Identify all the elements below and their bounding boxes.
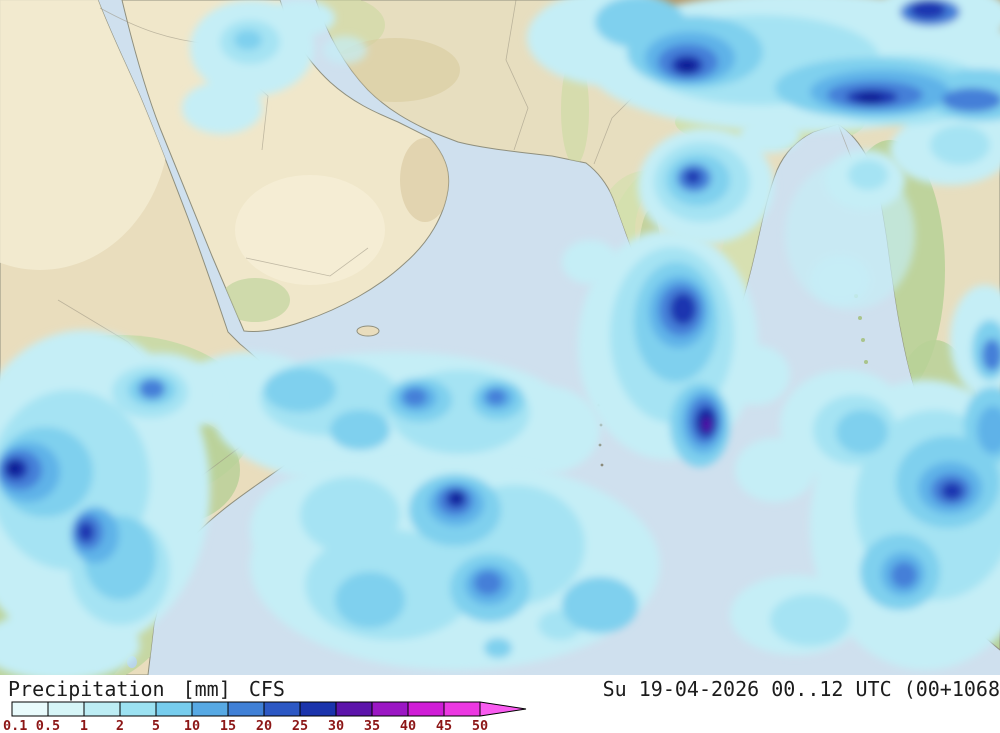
precip-bay-of-bengal <box>785 150 915 310</box>
precip-arabian-sea-band <box>180 240 618 488</box>
legend-label: 25 <box>292 718 308 733</box>
legend-swatch <box>47 701 85 717</box>
arabia-terrain <box>220 138 449 322</box>
legend-swatch <box>11 701 49 717</box>
legend-swatch <box>155 701 193 717</box>
legend-swatch <box>371 701 409 717</box>
precip-sumatra-region <box>730 285 1000 670</box>
legend-label: 0.5 <box>36 718 60 733</box>
legend-swatch <box>335 701 373 717</box>
model-name: CFS <box>248 677 285 701</box>
precip-east-africa <box>0 330 220 675</box>
legend-label: 50 <box>472 718 488 733</box>
legend-label: 10 <box>184 718 200 733</box>
legend-swatch <box>443 701 481 717</box>
precip-levant-patches <box>182 0 367 134</box>
legend-label: 45 <box>436 718 452 733</box>
precip-southeast-india-srilanka <box>578 230 790 467</box>
legend-swatch <box>407 701 445 717</box>
legend-label: 35 <box>364 718 380 733</box>
product-unit: [mm] <box>182 677 231 701</box>
legend-swatch <box>263 701 301 717</box>
legend-label: 0.1 <box>3 718 27 733</box>
product-title: Precipitation [mm] CFS <box>8 677 285 701</box>
legend-arrow <box>479 701 527 717</box>
legend-label: 1 <box>80 718 88 733</box>
legend-label: 30 <box>328 718 344 733</box>
precip-himalaya-band <box>527 0 1000 185</box>
footer: Precipitation [mm] CFS Su 19-04-2026 00.… <box>0 675 1000 733</box>
legend-swatch <box>299 701 337 717</box>
legend-label: 2 <box>116 718 124 733</box>
precip-equatorial-band <box>250 460 660 670</box>
legend-swatch <box>83 701 121 717</box>
legend-label: 20 <box>256 718 272 733</box>
map-datetime: Su 19-04-2026 00..12 UTC (00+1068 <box>602 677 1000 701</box>
legend-swatch <box>119 701 157 717</box>
legend-label: 40 <box>400 718 416 733</box>
precipitation-map <box>0 0 1000 675</box>
legend-label: 15 <box>220 718 236 733</box>
legend-swatch <box>227 701 265 717</box>
precip-central-india <box>638 117 800 244</box>
legend-swatch <box>191 701 229 717</box>
legend: 0.1 0.5 1 2 5 10 15 20 25 30 35 40 45 50 <box>3 701 527 733</box>
product-name: Precipitation <box>8 677 165 701</box>
socotra-island <box>356 325 380 337</box>
map-area <box>0 0 1000 675</box>
legend-label: 5 <box>152 718 160 733</box>
